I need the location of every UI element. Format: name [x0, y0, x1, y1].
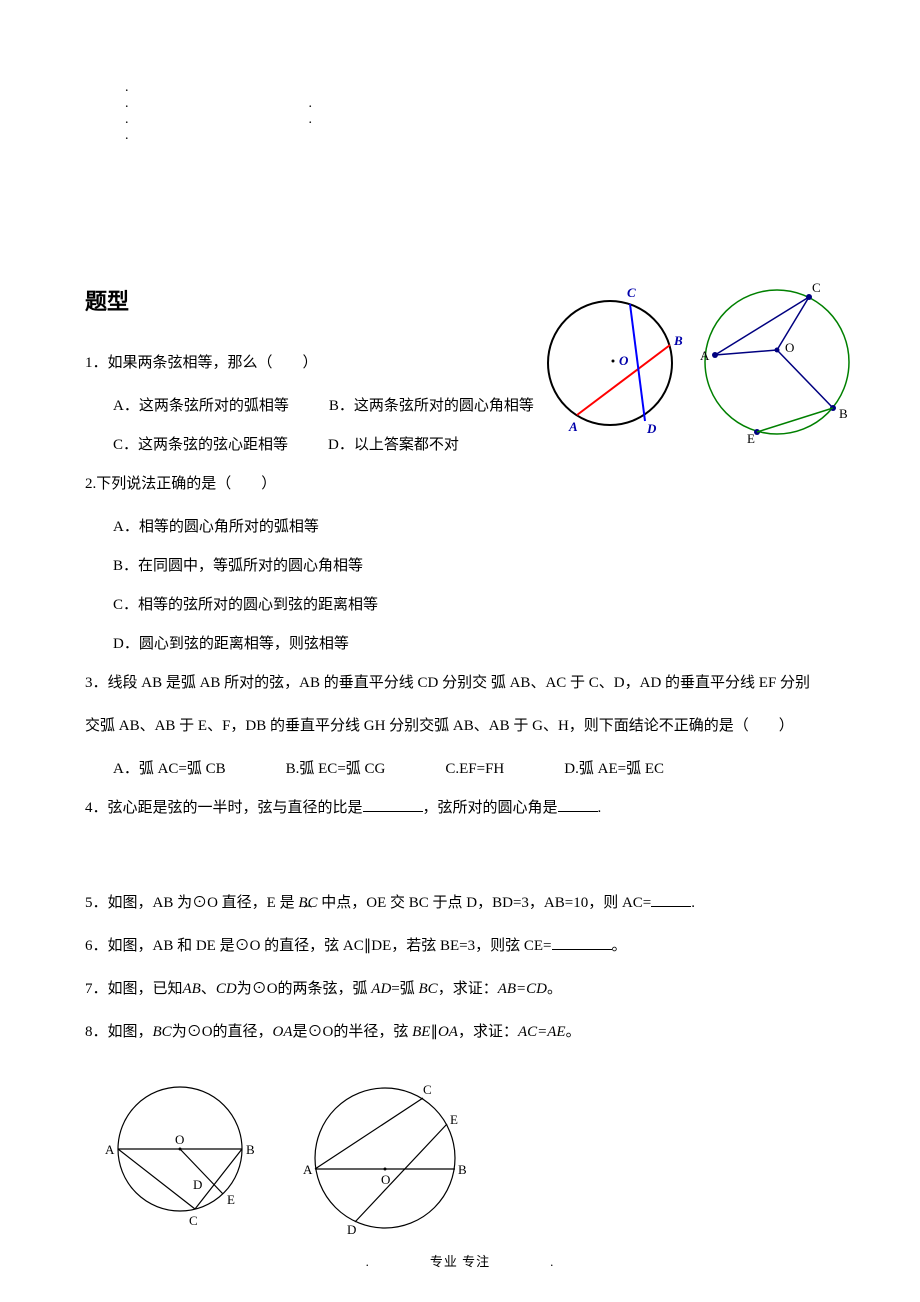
svg-text:E: E: [227, 1192, 235, 1207]
svg-text:C: C: [423, 1082, 432, 1097]
question-6: 6．如图，AB 和 DE 是⊙O 的直径，弦 AC∥DE，若弦 BE=3，则弦 …: [85, 927, 835, 966]
q3-opt-c: C.EF=FH: [445, 750, 504, 789]
q2-opt-a: A．相等的圆心角所对的弧相等: [113, 508, 438, 547]
q1-opt-a: A．这两条弦所对的弧相等: [113, 387, 289, 426]
svg-text:A: A: [303, 1162, 313, 1177]
diagram-bottom-group: A B O D C E A B O C E D: [85, 1074, 835, 1239]
diagram-top-group: O A B C D A C O B E: [535, 280, 860, 445]
svg-text:O: O: [381, 1172, 390, 1187]
svg-text:O: O: [175, 1132, 184, 1147]
svg-text:A: A: [700, 348, 710, 363]
header-dots: . .. .. .: [85, 80, 835, 144]
arc-bc: BC: [298, 895, 317, 911]
q3-opt-a: A．弧 AC=弧 CB: [113, 750, 226, 789]
svg-text:O: O: [619, 353, 629, 368]
svg-text:B: B: [246, 1142, 255, 1157]
svg-text:O: O: [785, 340, 794, 355]
diagram-circle-4: A B O C E D: [295, 1074, 475, 1239]
q1-opt-d: D．以上答案都不对: [328, 426, 459, 465]
q2-opt-c: C．相等的弦所对的圆心到弦的距离相等: [113, 586, 438, 625]
svg-text:C: C: [627, 285, 636, 300]
svg-text:C: C: [812, 280, 821, 295]
q3-opt-d: D.弧 AE=弧 EC: [564, 750, 664, 789]
svg-text:E: E: [450, 1112, 458, 1127]
svg-text:C: C: [189, 1213, 198, 1228]
blank-q5: [651, 892, 691, 907]
page-footer: .专业 专注.: [0, 1251, 920, 1270]
svg-text:E: E: [747, 431, 755, 445]
question-8: 8．如图，BC为⊙O的直径，OA是⊙O的半径，弦 BE∥OA，求证：AC=AE。: [85, 1013, 835, 1052]
q2-options: A．相等的圆心角所对的弧相等 B．在同圆中，等弧所对的圆心角相等: [85, 508, 835, 586]
q1-opt-c: C．这两条弦的弦心距相等: [113, 426, 288, 465]
q2-opt-b: B．在同圆中，等弧所对的圆心角相等: [113, 547, 438, 586]
svg-text:B: B: [458, 1162, 467, 1177]
q3-opt-b: B.弧 EC=弧 CG: [286, 750, 386, 789]
blank-q6: [552, 935, 612, 950]
q2-opt-d: D．圆心到弦的距离相等，则弦相等: [113, 625, 438, 664]
question-3-line1: 3．线段 AB 是弧 AB 所对的弦，AB 的垂直平分线 CD 分别交 弧 AB…: [85, 664, 835, 703]
svg-text:A: A: [105, 1142, 115, 1157]
svg-text:B: B: [673, 333, 683, 348]
question-3-line2: 交弧 AB、AB 于 E、F，DB 的垂直平分线 GH 分别交弧 AB、AB 于…: [85, 707, 835, 746]
q1-opt-b: B．这两条弦所对的圆心角相等: [329, 387, 534, 426]
diagram-circle-1: O A B C D: [535, 283, 685, 443]
svg-text:D: D: [193, 1177, 202, 1192]
blank-q4-1: [363, 797, 423, 812]
svg-text:D: D: [646, 421, 657, 436]
svg-text:A: A: [568, 419, 578, 434]
diagram-circle-3: A B O D C E: [95, 1077, 265, 1237]
svg-text:D: D: [347, 1222, 356, 1237]
question-7: 7．如图，已知AB、CD为⊙O的两条弦，弧 AD=弧 BC，求证：AB=CD。: [85, 970, 835, 1009]
svg-text:B: B: [839, 406, 848, 421]
question-5: 5．如图，AB 为⊙O 直径，E 是 BC 中点，OE 交 BC 于点 D，BD…: [85, 884, 835, 923]
question-4: 4．弦心距是弦的一半时，弦与直径的比是，弦所对的圆心角是.: [85, 789, 835, 828]
diagram-circle-2: A C O B E: [695, 280, 860, 445]
blank-q4-2: [558, 797, 598, 812]
q3-options: A．弧 AC=弧 CB B.弧 EC=弧 CG C.EF=FH D.弧 AE=弧…: [85, 750, 835, 789]
q2-options-2: C．相等的弦所对的圆心到弦的距离相等 D．圆心到弦的距离相等，则弦相等: [85, 586, 835, 664]
question-2: 2.下列说法正确的是（ ）: [85, 465, 835, 504]
